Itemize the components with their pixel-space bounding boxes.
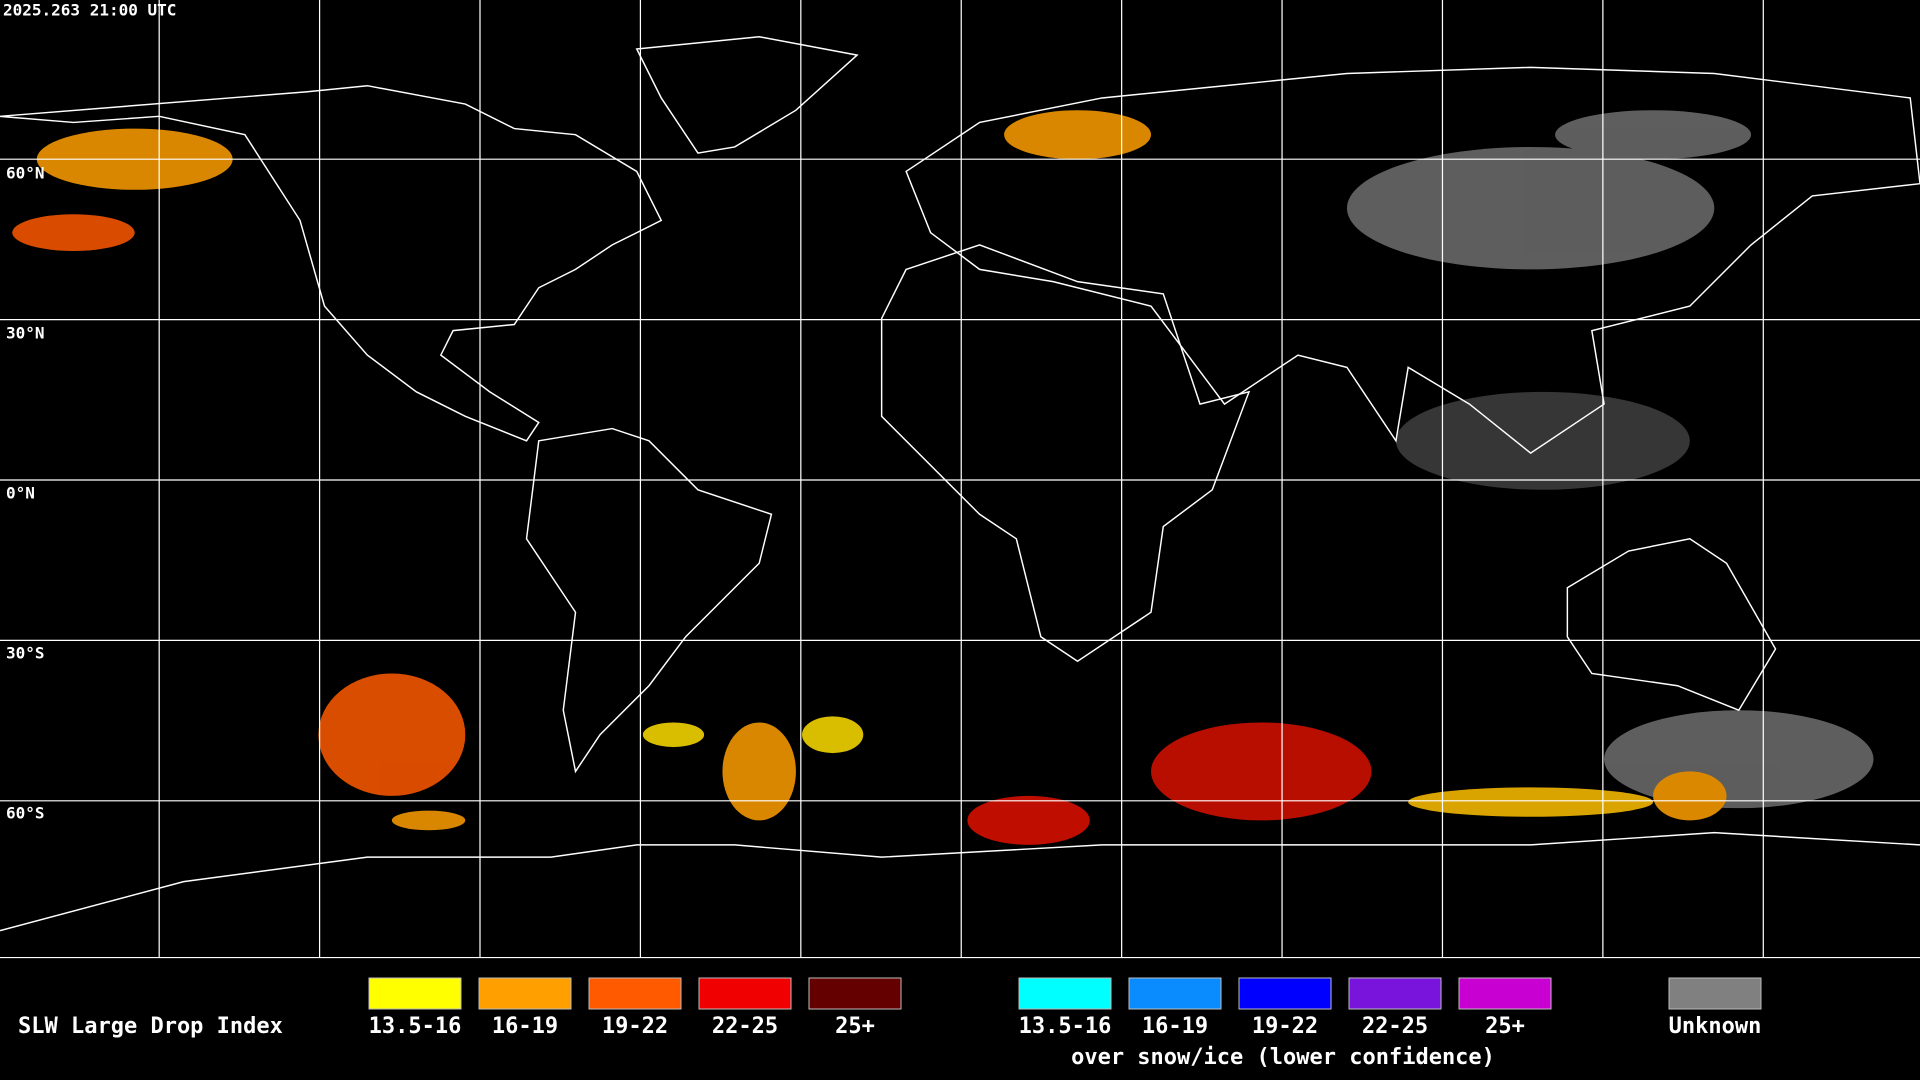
legend-swatch [1128, 977, 1222, 1010]
legend-swatch [698, 977, 792, 1010]
graticule [0, 0, 1920, 959]
legend-label: 22-25 [712, 1014, 778, 1039]
cloud-patch [318, 673, 466, 796]
latitude-label: 0°N [6, 484, 35, 503]
legend-swatch [1668, 977, 1762, 1010]
legend-title: SLW Large Drop Index [18, 1014, 283, 1039]
cloud-patch [1604, 710, 1874, 809]
legend-swatch [1458, 977, 1552, 1010]
cloud-patch [642, 722, 705, 747]
latitude-label: 60°S [6, 804, 45, 823]
legend-label: 25+ [835, 1014, 875, 1039]
legend-swatch [588, 977, 682, 1010]
cloud-patch [802, 716, 864, 754]
legend-caption: over snow/ice (lower confidence) [1071, 1045, 1495, 1070]
coastlines [0, 35, 1920, 932]
legend-label: 19-22 [602, 1014, 668, 1039]
legend-label: 22-25 [1362, 1014, 1428, 1039]
cloud-patch [391, 810, 466, 831]
coastline [525, 427, 773, 774]
cloud-patch [1395, 391, 1690, 490]
legend-label: 25+ [1485, 1014, 1525, 1039]
coastline [635, 35, 859, 154]
coastline [0, 84, 663, 442]
latitude-label: 60°N [6, 164, 45, 183]
cloud-patch [1653, 771, 1727, 821]
legend-label: 16-19 [1142, 1014, 1208, 1039]
cloud-patch [12, 214, 135, 252]
cloud-patch [1555, 110, 1752, 160]
legend-label: 13.5-16 [369, 1014, 462, 1039]
legend-label: Unknown [1669, 1014, 1762, 1039]
cloud-patch [1408, 787, 1654, 817]
coastline [1566, 537, 1777, 712]
legend-swatch [808, 977, 902, 1010]
legend-swatch [1348, 977, 1442, 1010]
legend-swatch [1238, 977, 1332, 1010]
latitude-label: 30°N [6, 324, 45, 343]
cloud-patch [722, 722, 796, 821]
latitude-label: 30°S [6, 644, 45, 663]
coastline [905, 66, 1920, 454]
cloud-fields [12, 110, 1874, 845]
legend-label: 13.5-16 [1019, 1014, 1112, 1039]
legend-swatch [368, 977, 462, 1010]
legend-label: 16-19 [492, 1014, 558, 1039]
legend-label: 19-22 [1252, 1014, 1318, 1039]
coastline [880, 244, 1251, 663]
legend-swatch [1018, 977, 1112, 1010]
cloud-patch [1004, 110, 1152, 160]
coastline [0, 831, 1920, 932]
cloud-patch [1346, 146, 1715, 270]
legend-swatch [478, 977, 572, 1010]
cloud-patch [1151, 722, 1372, 821]
timestamp: 2025.263 21:00 UTC [3, 1, 176, 20]
cloud-patch [967, 795, 1090, 845]
map [0, 0, 1920, 959]
